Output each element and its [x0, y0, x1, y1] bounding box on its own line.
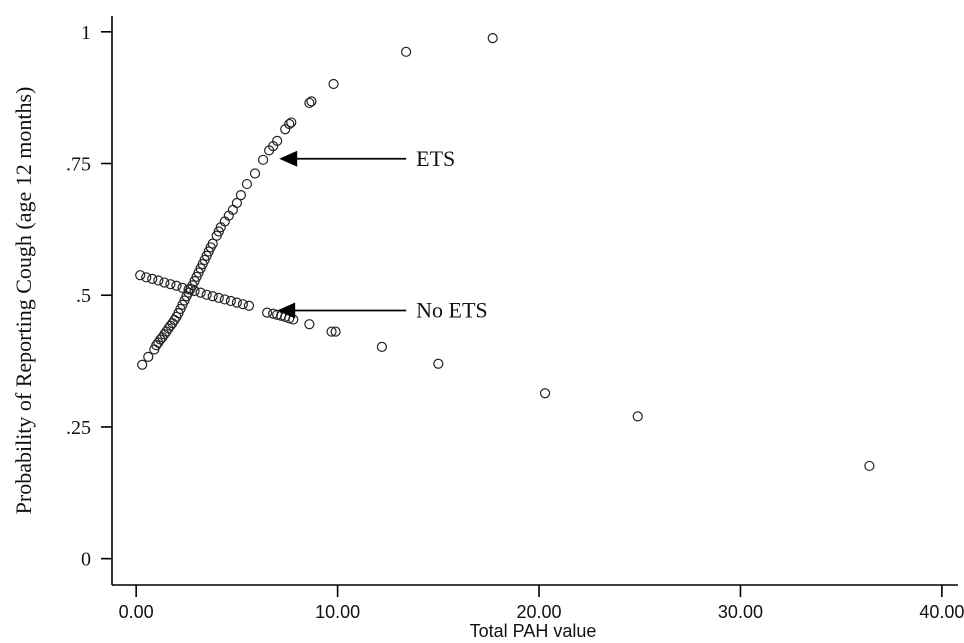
points-layer [135, 33, 875, 472]
data-point-no-ets [207, 291, 218, 302]
data-point-no-ets [262, 307, 273, 318]
data-point-no-ets [135, 270, 146, 281]
data-point-no-ets [237, 299, 249, 310]
data-point-no-ets [159, 277, 170, 288]
x-tick-label: 10.00 [315, 602, 360, 622]
data-point-no-ets [201, 289, 212, 300]
axes-layer [111, 16, 958, 586]
data-point-no-ets [330, 326, 341, 337]
data-point-no-ets [147, 273, 158, 284]
x-tick-label: 30.00 [718, 602, 763, 622]
data-point-no-ets [171, 280, 182, 291]
data-point-no-ets [219, 294, 230, 305]
data-point-no-ets [864, 460, 875, 472]
data-point-no-ets [376, 341, 388, 352]
x-ticks-layer: 0.00 10.00 20.00 30.00 40.00 [119, 585, 964, 622]
series-ets [137, 33, 498, 370]
data-point-no-ets [304, 319, 315, 330]
annotation-ets: ETS [279, 146, 455, 171]
data-point-no-ets [213, 292, 224, 303]
data-point-no-ets [141, 272, 152, 283]
annotation-arrow-head [279, 150, 298, 167]
x-tick-label: 20.00 [517, 602, 562, 622]
data-point-ets [304, 97, 315, 109]
data-point-no-ets [539, 388, 551, 399]
y-tick-label: .75 [66, 154, 91, 176]
data-point-ets [272, 135, 283, 146]
annotations-layer: ETS No ETS [277, 146, 488, 323]
data-point-no-ets [225, 295, 236, 307]
data-point-ets [284, 118, 295, 130]
data-point-no-ets [632, 411, 643, 422]
data-point-ets [207, 238, 218, 249]
data-point-ets [143, 351, 154, 362]
data-point-ets [306, 96, 317, 107]
data-point-ets [231, 197, 242, 209]
data-point-no-ets [177, 282, 188, 293]
annotation-no-ets: No ETS [277, 298, 488, 323]
y-ticks-layer: 0 .25 .5 .75 1 [66, 22, 112, 571]
data-point-ets [235, 190, 247, 201]
y-tick-label: .5 [76, 285, 91, 307]
annotation-label: ETS [416, 146, 455, 171]
x-tick-label: 0.00 [119, 602, 154, 622]
data-point-no-ets [189, 285, 200, 297]
data-point-no-ets [153, 275, 164, 286]
data-point-ets [487, 33, 498, 44]
data-point-no-ets [326, 326, 337, 337]
data-point-no-ets [433, 358, 444, 369]
data-point-no-ets [165, 279, 176, 290]
data-point-ets [286, 117, 297, 128]
y-axis-title: Probability of Reporting Cough (age 12 m… [11, 87, 36, 515]
y-tick-label: 1 [81, 22, 91, 44]
data-point-no-ets [231, 297, 242, 308]
data-point-ets [137, 359, 148, 370]
data-point-no-ets [195, 287, 206, 298]
x-axis-title: Total PAH value [470, 621, 597, 641]
data-point-ets [249, 168, 261, 179]
data-point-ets [328, 78, 339, 90]
data-point-ets [400, 46, 412, 57]
annotation-arrow-head [277, 302, 296, 319]
annotation-label: No ETS [416, 298, 488, 323]
data-point-ets [241, 178, 253, 190]
data-point-no-ets [243, 300, 255, 311]
data-point-no-ets [183, 284, 194, 295]
series-no-ets [135, 270, 875, 472]
y-tick-label: 0 [81, 549, 91, 571]
y-tick-label: .25 [66, 417, 91, 439]
data-point-ets [257, 154, 269, 165]
x-tick-label: 40.00 [919, 602, 964, 622]
